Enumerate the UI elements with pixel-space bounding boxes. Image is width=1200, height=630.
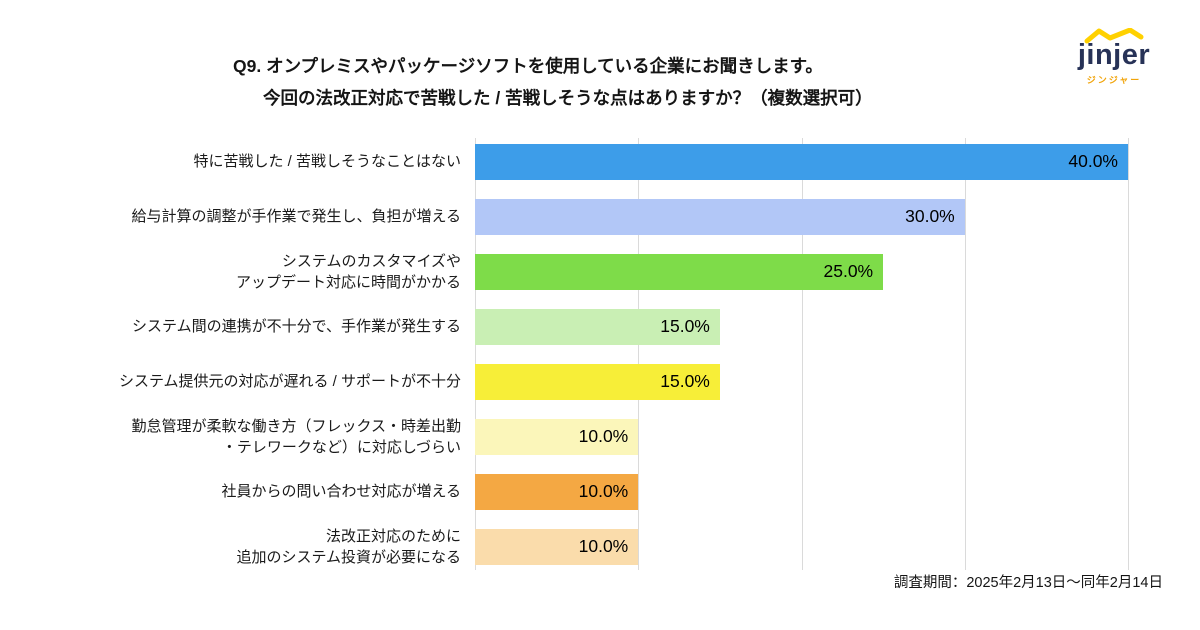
value-label: 15.0% (660, 316, 710, 336)
value-label: 15.0% (660, 371, 710, 391)
bar-area: 10.0% (475, 473, 1128, 510)
gridline (801, 138, 803, 570)
category-label: 法改正対応のために 追加のシステム投資が必要になる (236, 527, 461, 566)
chart-row: 法改正対応のために 追加のシステム投資が必要になる 10.0% (0, 519, 1200, 574)
value-label: 10.0% (578, 536, 629, 556)
chart-row: システムのカスタマイズや アップデート対応に時間がかかる 25.0% (0, 244, 1200, 299)
bar: 10.0% (475, 473, 639, 510)
jinjer-logo-katakana: ジンジャー (1086, 74, 1142, 85)
category-label: 社員からの問い合わせ対応が増える (221, 483, 461, 500)
chart-row: 特に苦戦した / 苦戦しそうなことはない 40.0% (0, 134, 1200, 189)
page-title: Q9. オンプレミスやパッケージソフトを使用している企業にお聞きします。 今回の… (233, 50, 873, 115)
category-label: システムのカスタマイズや アップデート対応に時間がかかる (235, 252, 461, 291)
chart-row: システム間の連携が不十分で、手作業が発生する 15.0% (0, 299, 1200, 354)
bar: 15.0% (475, 363, 720, 400)
bar: 10.0% (475, 418, 639, 455)
bar: 10.0% (475, 528, 639, 565)
jinjer-logo-swoosh-icon (1084, 28, 1144, 44)
category-label: 特に苦戦した / 苦戦しそうなことはない (193, 153, 461, 170)
bar: 25.0% (475, 253, 884, 290)
value-label: 10.0% (578, 426, 629, 446)
bar-area: 15.0% (475, 308, 1128, 345)
category-label: システム間の連携が不十分で、手作業が発生する (132, 318, 461, 335)
chart-gridlines (475, 138, 1129, 570)
value-label: 40.0% (1068, 151, 1118, 171)
chart-row: システム提供元の対応が遅れる / サポートが不十分 15.0% (0, 354, 1200, 409)
bar: 30.0% (475, 198, 965, 235)
survey-period-note: 調査期間：2025年2月13日～同年2月14日 (893, 575, 1163, 591)
bar-area: 30.0% (475, 198, 1128, 235)
bar-area: 15.0% (475, 363, 1128, 400)
title-line-2: 今回の法改正対応で苦戦した / 苦戦しそうな点はありますか？（複数選択可） (263, 88, 873, 109)
title-line-1: Q9. オンプレミスやパッケージソフトを使用している企業にお聞きします。 (233, 56, 823, 76)
bar-area: 25.0% (475, 253, 1128, 290)
chart-row: 給与計算の調整が手作業で発生し、負担が増える 30.0% (0, 189, 1200, 244)
bar-area: 40.0% (475, 143, 1128, 180)
bar: 40.0% (475, 143, 1128, 180)
gridline (475, 138, 476, 570)
value-label: 30.0% (905, 206, 955, 226)
chart-rows: 特に苦戦した / 苦戦しそうなことはない 40.0% 給与計算の調整が手作業で発生し… (0, 134, 1200, 574)
value-label: 25.0% (823, 261, 874, 281)
bar-area: 10.0% (475, 418, 1128, 455)
category-label: システム提供元の対応が遅れる / サポートが不十分 (118, 373, 461, 390)
bar-area: 10.0% (475, 528, 1128, 565)
jinjer-logo: jinjer ジンジャー (1064, 28, 1164, 86)
bar: 15.0% (475, 308, 720, 345)
value-label: 10.0% (578, 481, 629, 501)
gridline (1128, 138, 1129, 570)
gridline (964, 138, 966, 570)
gridline (638, 138, 640, 570)
chart-row: 勤怠管理が柔軟な働き方（フレックス・時差出勤 ・テレワークなど）に対応しづらい 1… (0, 409, 1200, 464)
jinjer-logo-text: jinjer (1077, 39, 1151, 71)
category-label: 勤怠管理が柔軟な働き方（フレックス・時差出勤 ・テレワークなど）に対応しづらい (131, 417, 461, 456)
bar-chart: 特に苦戦した / 苦戦しそうなことはない 40.0% 給与計算の調整が手作業で発生し… (0, 134, 1200, 576)
chart-row: 社員からの問い合わせ対応が増える 10.0% (0, 464, 1200, 519)
category-label: 給与計算の調整が手作業で発生し、負担が増える (131, 208, 461, 225)
